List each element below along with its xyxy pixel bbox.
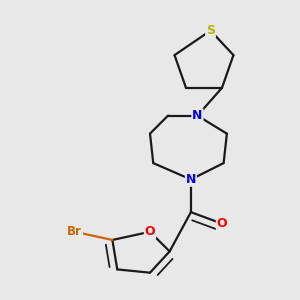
Text: O: O xyxy=(145,225,155,238)
Text: N: N xyxy=(186,173,196,186)
Text: Br: Br xyxy=(67,225,82,238)
Text: N: N xyxy=(192,109,203,122)
Text: S: S xyxy=(206,24,215,37)
Text: O: O xyxy=(217,217,227,230)
